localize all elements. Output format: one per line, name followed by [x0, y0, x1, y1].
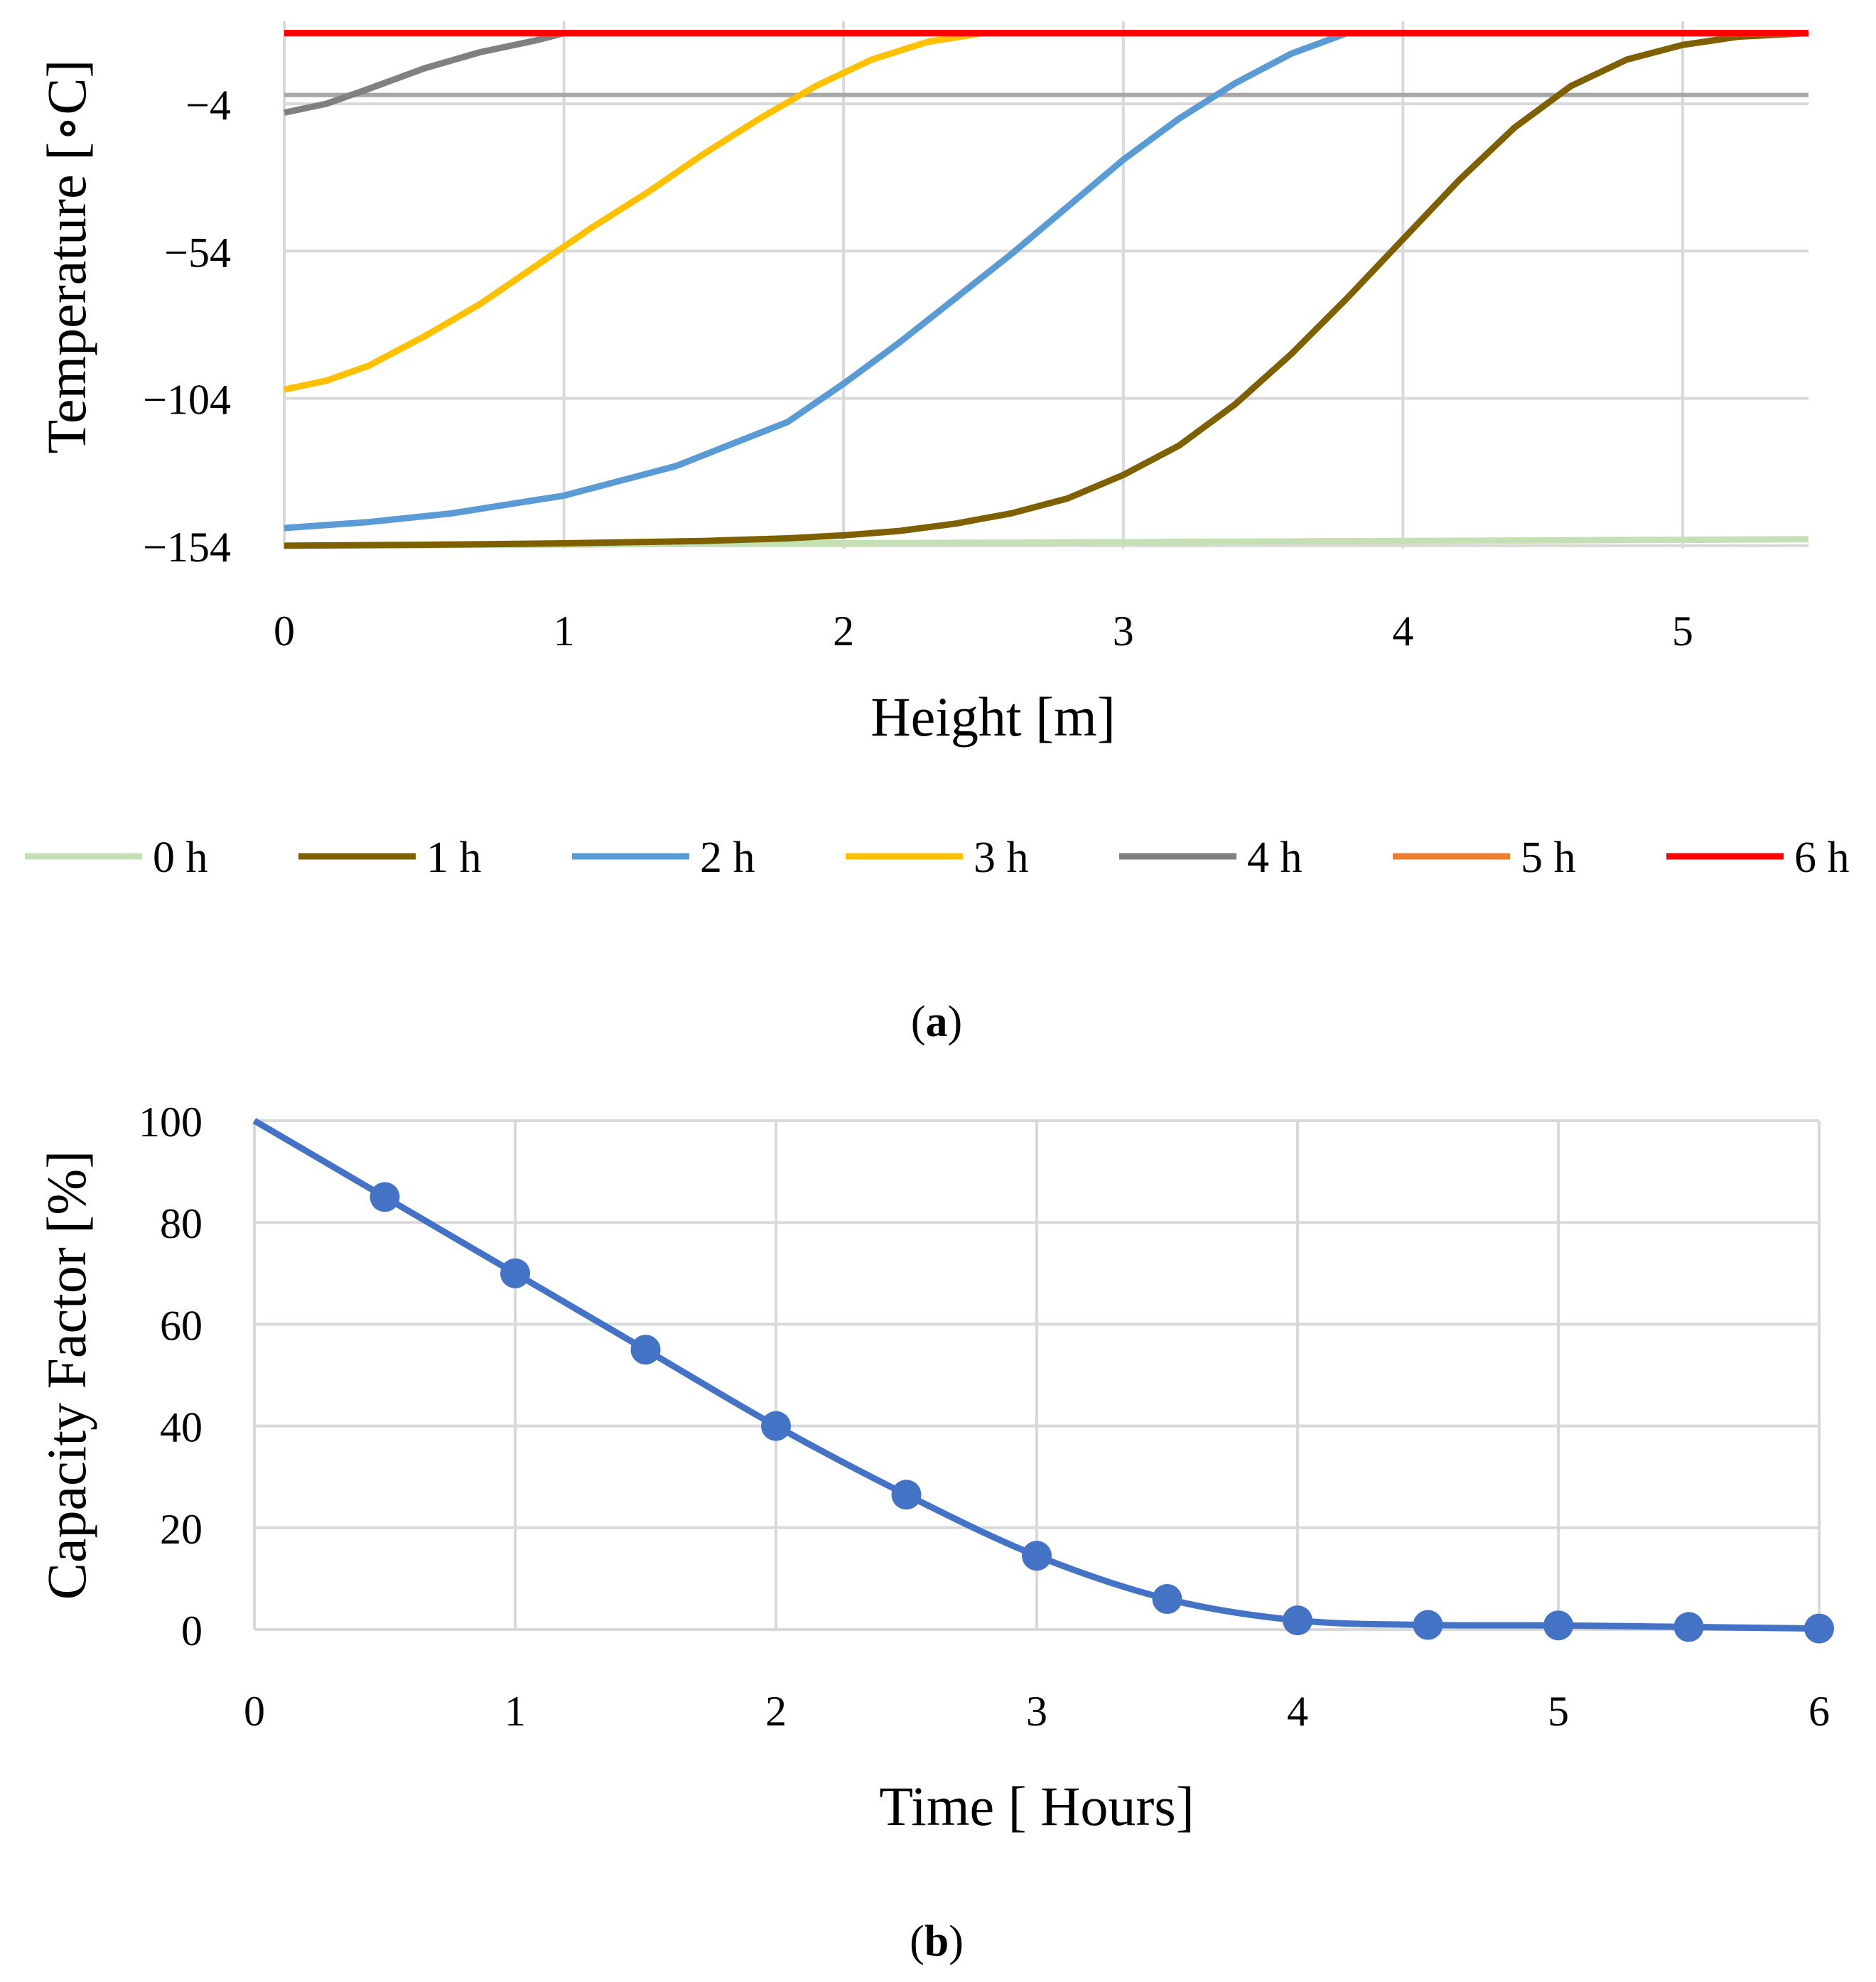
chart-a-y-tick-label: −104 [143, 377, 231, 424]
chart-b-x-tick-label: 2 [765, 1688, 787, 1735]
chart-a-legend-label: 1 h [426, 834, 482, 882]
chart-a-legend-label: 0 h [153, 834, 208, 882]
chart-a-x-tick-label: 1 [554, 608, 575, 655]
chart-b-y-tick-label: 80 [160, 1200, 203, 1247]
caption-b: (b) [910, 1917, 964, 1966]
chart-a-series-line-3h [284, 30, 1808, 393]
chart-b-data-point [1152, 1584, 1182, 1615]
chart-b-x-tick-label: 3 [1026, 1688, 1047, 1735]
chart-b-y-tick-label: 100 [139, 1099, 203, 1146]
chart-a-y-tick-label: −54 [164, 229, 231, 276]
chart-b-x-tick-label: 1 [505, 1688, 526, 1735]
chart-a-x-tick-label: 5 [1672, 608, 1693, 655]
chart-b-data-point [1673, 1612, 1704, 1642]
chart-b-x-tick-label: 0 [244, 1688, 265, 1735]
chart-a-y-tick-label: −4 [185, 82, 231, 129]
chart-a-series-line-2h [284, 30, 1808, 532]
caption-a: (a) [911, 998, 962, 1046]
chart-b-data-point [370, 1182, 400, 1212]
chart-a-series-line-1h [284, 30, 1809, 549]
chart-a-legend-label: 5 h [1521, 834, 1576, 882]
chart-b-data-point [1804, 1613, 1834, 1644]
chart-b-data-point [500, 1258, 530, 1288]
chart-b-data-point [1283, 1605, 1312, 1636]
chart-b-data-point [891, 1480, 922, 1510]
chart-a-legend-label: 2 h [700, 834, 755, 882]
chart-b-y-tick-label: 40 [160, 1404, 203, 1451]
caption-a-text: (a) [911, 998, 962, 1046]
chart-a-y-axis-title: Temperature [∘C] [36, 60, 97, 454]
chart-a-series-line-4h [284, 30, 1808, 116]
chart-b-y-tick-label: 60 [160, 1302, 203, 1349]
chart-a-x-tick-label: 2 [833, 608, 854, 655]
chart-a-legend-label: 6 h [1794, 834, 1850, 882]
chart-a-legend-label: 4 h [1247, 834, 1303, 882]
chart-b-data-point [1543, 1610, 1573, 1641]
chart-b-data-point [1022, 1541, 1052, 1571]
chart-b-data-point [761, 1411, 791, 1441]
chart-a-temperature-profiles: 0 1 2 3 4 5 −154 −104 −54 −4 Height [m] Temperature… [36, 21, 1809, 748]
chart-a-x-tick-label: 3 [1113, 608, 1134, 655]
caption-b-text: (b) [910, 1917, 964, 1966]
chart-a-legend-label: 3 h [974, 834, 1029, 882]
chart-b-y-tick-label: 0 [181, 1607, 203, 1654]
chart-b-x-tick-label: 4 [1287, 1688, 1308, 1735]
chart-a-x-tick-label: 4 [1392, 608, 1413, 655]
chart-a-y-tick-label: −154 [143, 524, 231, 571]
chart-b-data-point [1413, 1610, 1443, 1640]
chart-b-x-tick-label: 5 [1548, 1688, 1569, 1735]
chart-b-data-point [630, 1335, 661, 1365]
chart-a-x-axis-title: Height [m] [870, 686, 1115, 748]
chart-b-x-tick-label: 6 [1808, 1688, 1830, 1735]
chart-a-x-tick-label: 0 [274, 608, 295, 655]
chart-b-y-axis-title: Capacity Factor [%] [36, 1151, 97, 1600]
chart-b-x-axis-title: Time [ Hours] [879, 1775, 1194, 1837]
chart-b-y-tick-label: 20 [160, 1506, 203, 1553]
chart-a-legend: 0 h 1 h 2 h 3 h 4 h 5 h 6 h [25, 834, 1850, 882]
